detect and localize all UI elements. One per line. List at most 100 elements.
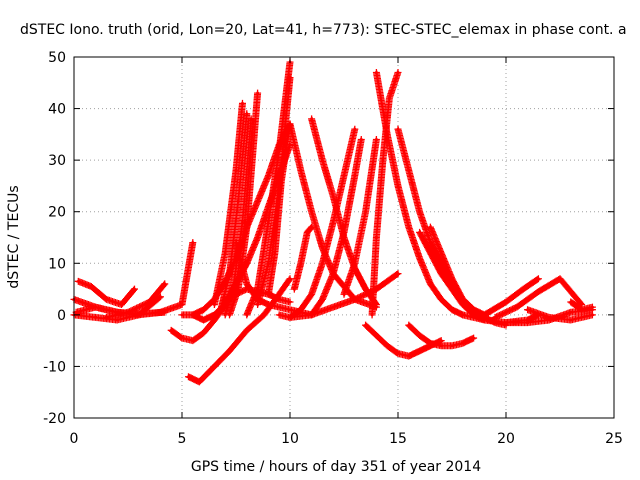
data-point [310, 117, 314, 121]
data-point [353, 174, 357, 178]
x-tick-label: 10 [281, 431, 299, 447]
series-layer [70, 58, 596, 386]
data-point [277, 292, 281, 296]
data-point [234, 241, 238, 245]
data-point [364, 323, 368, 327]
data-point [547, 315, 551, 319]
data-point [515, 305, 519, 309]
data-point [536, 290, 540, 294]
data-point [104, 297, 108, 301]
data-point [569, 300, 573, 304]
data-point [228, 272, 232, 276]
series-markers [290, 223, 316, 293]
x-axis-title: GPS time / hours of day 351 of year 2014 [191, 459, 481, 475]
data-point [158, 310, 162, 314]
data-point [256, 199, 260, 203]
data-point [331, 305, 335, 309]
data-point [191, 313, 195, 317]
chart-title: dSTEC Iono. truth (orid, Lon=20, Lat=41,… [20, 22, 627, 38]
x-tick-label: 25 [605, 431, 623, 447]
data-point [234, 168, 238, 172]
data-point [223, 313, 227, 317]
series-10 [217, 110, 251, 314]
data-point [385, 132, 389, 136]
y-tick-label: 30 [48, 153, 66, 169]
data-point [202, 308, 206, 312]
data-point [266, 303, 270, 307]
data-point [374, 236, 378, 239]
data-point [245, 313, 249, 317]
data-point [279, 179, 283, 183]
data-point [526, 308, 530, 312]
data-point [266, 220, 270, 224]
series-26 [372, 68, 467, 319]
plot-frame [73, 56, 615, 419]
data-point [104, 315, 108, 319]
data-point [262, 313, 266, 317]
series-19 [290, 223, 316, 293]
data-point [277, 305, 281, 309]
data-point [428, 241, 432, 245]
data-point [94, 315, 98, 319]
data-point [277, 297, 281, 301]
data-point [245, 112, 249, 116]
series-29 [405, 321, 478, 350]
data-point [245, 287, 249, 291]
data-point [305, 230, 309, 234]
data-point [299, 308, 303, 312]
data-point [364, 287, 368, 291]
data-point [374, 70, 378, 74]
data-point [256, 236, 260, 239]
data-point [320, 297, 324, 301]
data-point [288, 122, 292, 126]
data-point [370, 313, 374, 317]
data-point [364, 210, 368, 214]
x-tick-label: 5 [178, 431, 187, 447]
data-point [266, 261, 270, 265]
x-tick-label: 20 [497, 431, 515, 447]
data-point [493, 315, 497, 319]
data-point [569, 310, 573, 314]
data-point [439, 339, 443, 343]
data-point [331, 194, 335, 198]
data-point [342, 292, 346, 296]
data-point [266, 292, 270, 296]
series-markers [72, 239, 197, 319]
data-point [245, 282, 249, 286]
data-point [256, 91, 260, 95]
y-tick-label: -20 [43, 411, 66, 427]
data-point [299, 168, 303, 172]
data-point [387, 96, 391, 100]
data-point [580, 308, 584, 312]
data-point [197, 380, 201, 384]
data-point [450, 344, 454, 348]
data-point [288, 300, 292, 304]
data-point [590, 305, 594, 309]
x-tick-label: 0 [70, 431, 79, 447]
data-point [359, 138, 363, 142]
data-point [245, 261, 249, 265]
data-point [180, 313, 184, 317]
data-point [180, 336, 184, 340]
data-point [482, 313, 486, 317]
data-point [191, 339, 195, 343]
data-point [396, 70, 400, 74]
data-point [245, 328, 249, 332]
data-point [569, 318, 573, 322]
data-point [428, 225, 432, 229]
data-point [331, 272, 335, 276]
data-point [94, 305, 98, 309]
data-point [439, 344, 443, 348]
data-point [526, 321, 530, 325]
data-point [418, 230, 422, 234]
data-point [580, 303, 584, 307]
data-point [277, 313, 281, 317]
data-point [240, 101, 244, 105]
data-point [396, 272, 400, 276]
data-point [342, 230, 346, 234]
data-point [504, 300, 508, 304]
series-20 [275, 125, 359, 321]
series-3 [70, 293, 164, 324]
data-point [590, 313, 594, 317]
